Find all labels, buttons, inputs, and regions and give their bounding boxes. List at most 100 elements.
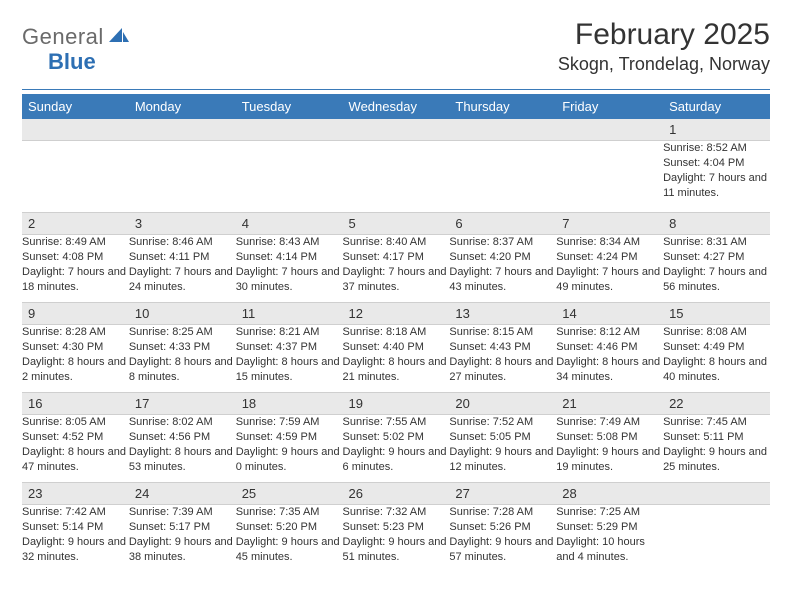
sunrise-line: Sunrise: 8:02 AM [129,415,236,430]
day-number [343,119,450,139]
day-detail-cell: Sunrise: 8:08 AMSunset: 4:49 PMDaylight:… [663,325,770,393]
sunset-line: Sunset: 4:17 PM [343,250,450,265]
day-number [556,119,663,139]
day-number: 20 [449,393,556,414]
sunrise-line: Sunrise: 7:25 AM [556,505,663,520]
day-detail-cell: Sunrise: 8:31 AMSunset: 4:27 PMDaylight:… [663,235,770,303]
daylight-line: Daylight: 9 hours and 12 minutes. [449,445,556,475]
sunset-line: Sunset: 4:08 PM [22,250,129,265]
day-number: 7 [556,213,663,234]
weekday-header: Tuesday [236,94,343,119]
day-detail-cell: Sunrise: 7:49 AMSunset: 5:08 PMDaylight:… [556,415,663,483]
sunset-line: Sunset: 4:14 PM [236,250,343,265]
day-detail-cell [22,141,129,213]
day-detail-cell: Sunrise: 7:32 AMSunset: 5:23 PMDaylight:… [343,505,450,573]
daylight-line: Daylight: 8 hours and 40 minutes. [663,355,770,385]
day-detail-cell: Sunrise: 8:40 AMSunset: 4:17 PMDaylight:… [343,235,450,303]
day-number [663,483,770,503]
day-number-cell [236,119,343,141]
sunrise-line: Sunrise: 7:42 AM [22,505,129,520]
sunrise-line: Sunrise: 8:28 AM [22,325,129,340]
day-detail-cell: Sunrise: 8:37 AMSunset: 4:20 PMDaylight:… [449,235,556,303]
sunrise-line: Sunrise: 7:39 AM [129,505,236,520]
day-number-cell: 22 [663,393,770,415]
sunset-line: Sunset: 5:17 PM [129,520,236,535]
sunset-line: Sunset: 4:20 PM [449,250,556,265]
day-detail-cell [663,505,770,573]
day-number [236,119,343,139]
day-number-cell: 27 [449,483,556,505]
day-number: 4 [236,213,343,234]
day-number-cell: 10 [129,303,236,325]
sunset-line: Sunset: 5:26 PM [449,520,556,535]
day-detail-cell: Sunrise: 8:12 AMSunset: 4:46 PMDaylight:… [556,325,663,393]
day-detail-cell: Sunrise: 8:49 AMSunset: 4:08 PMDaylight:… [22,235,129,303]
day-number-cell: 24 [129,483,236,505]
day-detail-cell: Sunrise: 8:46 AMSunset: 4:11 PMDaylight:… [129,235,236,303]
daylight-line: Daylight: 9 hours and 0 minutes. [236,445,343,475]
sunrise-line: Sunrise: 8:15 AM [449,325,556,340]
day-number-cell: 9 [22,303,129,325]
sunset-line: Sunset: 4:27 PM [663,250,770,265]
day-number: 25 [236,483,343,504]
daylight-line: Daylight: 8 hours and 34 minutes. [556,355,663,385]
brand-text-blue: Blue [48,49,96,74]
daylight-line: Daylight: 9 hours and 32 minutes. [22,535,129,565]
day-number: 22 [663,393,770,414]
daylight-line: Daylight: 8 hours and 53 minutes. [129,445,236,475]
day-number-cell: 13 [449,303,556,325]
day-number: 19 [343,393,450,414]
day-detail-cell: Sunrise: 8:52 AMSunset: 4:04 PMDaylight:… [663,141,770,213]
daylight-line: Daylight: 9 hours and 38 minutes. [129,535,236,565]
calendar-page: General February 2025 Skogn, Trondelag, … [0,0,792,573]
day-detail-cell: Sunrise: 8:21 AMSunset: 4:37 PMDaylight:… [236,325,343,393]
sunset-line: Sunset: 5:08 PM [556,430,663,445]
sunrise-line: Sunrise: 8:37 AM [449,235,556,250]
day-number-cell: 5 [343,213,450,235]
weekday-header: Thursday [449,94,556,119]
daylight-line: Daylight: 9 hours and 45 minutes. [236,535,343,565]
day-number-cell: 11 [236,303,343,325]
daylight-line: Daylight: 7 hours and 11 minutes. [663,171,770,201]
sunset-line: Sunset: 4:24 PM [556,250,663,265]
detail-row: Sunrise: 8:52 AMSunset: 4:04 PMDaylight:… [22,141,770,213]
day-detail-cell: Sunrise: 7:39 AMSunset: 5:17 PMDaylight:… [129,505,236,573]
day-number-cell [343,119,450,141]
day-number-cell [22,119,129,141]
day-number-cell [663,483,770,505]
day-detail-cell: Sunrise: 8:28 AMSunset: 4:30 PMDaylight:… [22,325,129,393]
day-number-cell: 16 [22,393,129,415]
day-number-cell: 14 [556,303,663,325]
day-number-cell: 6 [449,213,556,235]
sunrise-line: Sunrise: 8:40 AM [343,235,450,250]
day-number-cell: 20 [449,393,556,415]
sunset-line: Sunset: 4:59 PM [236,430,343,445]
sunset-line: Sunset: 5:11 PM [663,430,770,445]
calendar-body: 1Sunrise: 8:52 AMSunset: 4:04 PMDaylight… [22,119,770,573]
weekday-header: Wednesday [343,94,450,119]
sail-icon [108,27,130,50]
day-number: 10 [129,303,236,324]
daylight-line: Daylight: 7 hours and 24 minutes. [129,265,236,295]
daylight-line: Daylight: 8 hours and 47 minutes. [22,445,129,475]
day-number: 9 [22,303,129,324]
daynum-row: 9101112131415 [22,303,770,325]
sunrise-line: Sunrise: 8:43 AM [236,235,343,250]
day-number-cell: 23 [22,483,129,505]
daylight-line: Daylight: 10 hours and 4 minutes. [556,535,663,565]
daynum-row: 1 [22,119,770,141]
daylight-line: Daylight: 9 hours and 51 minutes. [343,535,450,565]
day-number-cell: 26 [343,483,450,505]
day-number-cell: 7 [556,213,663,235]
sunrise-line: Sunrise: 8:05 AM [22,415,129,430]
sunrise-line: Sunrise: 7:35 AM [236,505,343,520]
sunrise-line: Sunrise: 7:59 AM [236,415,343,430]
sunrise-line: Sunrise: 8:08 AM [663,325,770,340]
sunrise-line: Sunrise: 7:55 AM [343,415,450,430]
sunset-line: Sunset: 4:11 PM [129,250,236,265]
daylight-line: Daylight: 7 hours and 49 minutes. [556,265,663,295]
day-number-cell [129,119,236,141]
day-detail-cell: Sunrise: 8:43 AMSunset: 4:14 PMDaylight:… [236,235,343,303]
sunset-line: Sunset: 5:29 PM [556,520,663,535]
day-number-cell: 3 [129,213,236,235]
